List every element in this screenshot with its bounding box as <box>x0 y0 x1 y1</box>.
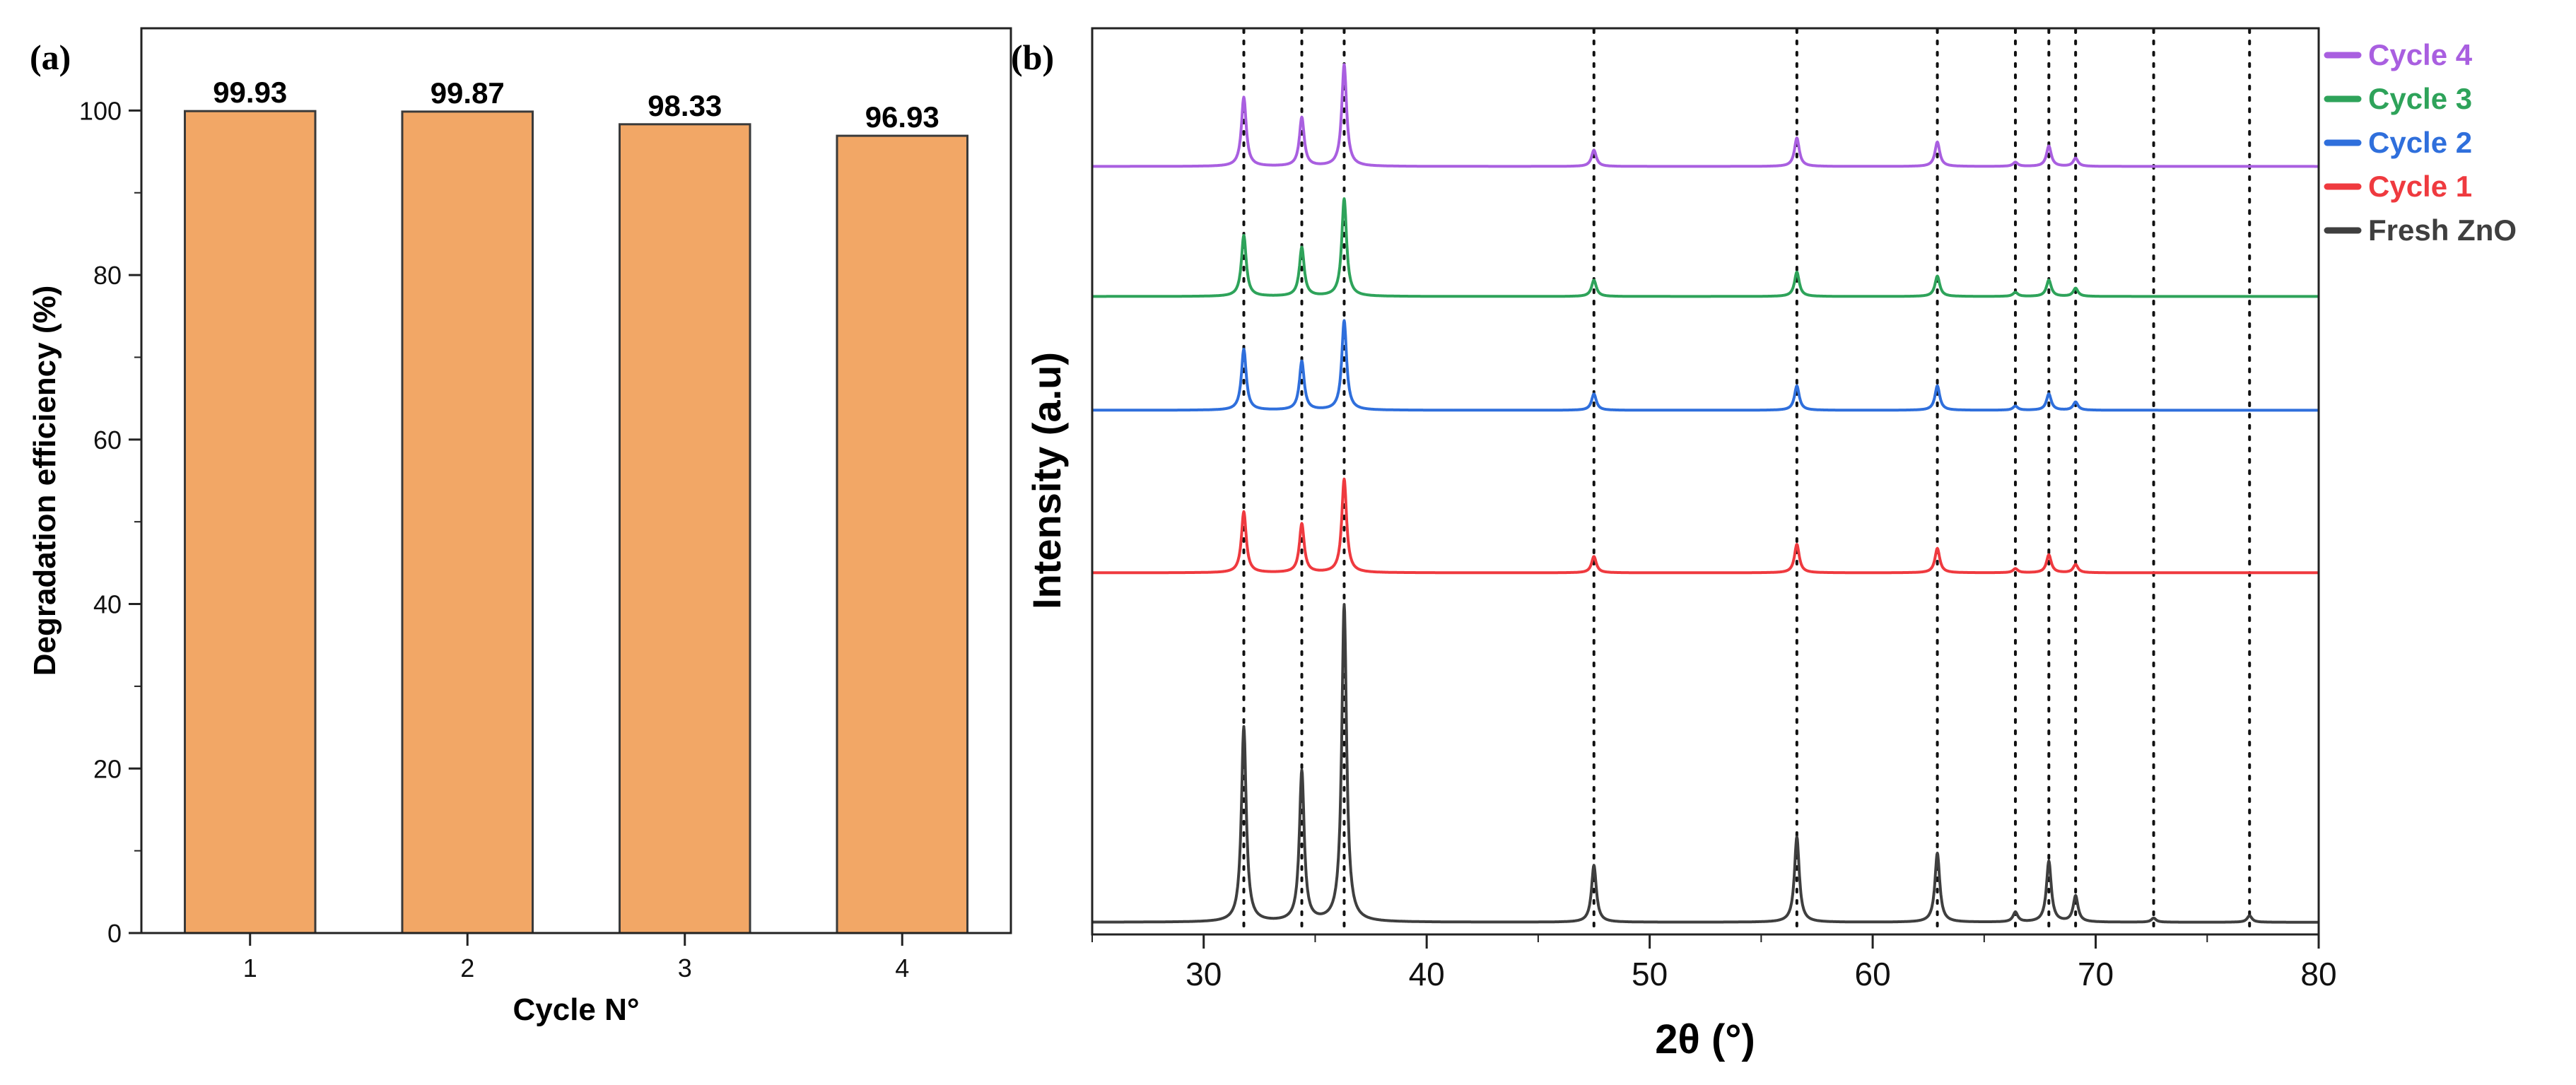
panel-b-letter: (b) <box>1011 37 1054 77</box>
panel-a-bar-cycle-2 <box>401 110 534 934</box>
panel-a-frame <box>140 27 1012 934</box>
panel-a-y-tick-label: 100 <box>79 96 122 125</box>
panel-b-series-cycle-1 <box>1091 477 2320 575</box>
panel-a-bar-chart: (a) 0 20 40 60 80 100 99.93 1 99.87 2 98.33 3 96.93 4… <box>28 27 1012 1027</box>
panel-b-x-tick-label: 50 <box>1632 956 1668 992</box>
panel-a-letter: (a) <box>30 37 71 77</box>
panel-a-bar-cycle-4 <box>836 134 968 934</box>
panel-b-legend-label: Fresh ZnO <box>2368 213 2517 247</box>
panel-b-legend-label: Cycle 3 <box>2368 82 2472 115</box>
panel-a-y-axis-label: Degradation efficiency (%) <box>28 286 62 676</box>
panel-a-y-tick-label: 80 <box>93 261 122 290</box>
panel-a-bar-cycle-3 <box>619 123 751 934</box>
panel-b-x-tick-label: 40 <box>1409 956 1445 992</box>
panel-a-y-tick-label: 40 <box>93 590 122 619</box>
panel-b-series-cycle-2 <box>1091 319 2320 412</box>
panel-a-x-tick-label: 3 <box>678 954 692 983</box>
panel-b-plot-area: 30 40 50 60 70 80 <box>1091 28 2337 992</box>
panel-a-plot-area: 0 20 40 60 80 100 99.93 1 99.87 2 98.33 3 96.93 4 <box>79 76 968 983</box>
panel-a-y-tick-label: 60 <box>93 426 122 454</box>
panel-a-bar-value-label: 99.93 <box>213 76 287 109</box>
panel-a-x-tick-label: 4 <box>895 954 909 983</box>
panel-b-x-tick-label: 70 <box>2078 956 2114 992</box>
panel-a-x-tick-label: 1 <box>243 954 257 983</box>
panel-b-series-fresh-zno <box>1091 603 2320 924</box>
panel-a-bar-cycle-1 <box>184 110 317 934</box>
panel-a-bar-value-label: 96.93 <box>865 100 939 134</box>
panel-b-legend-label: Cycle 2 <box>2368 126 2472 159</box>
panel-b-x-tick-label: 60 <box>1855 956 1891 992</box>
panel-b-x-tick-label: 80 <box>2300 956 2336 992</box>
panel-a-y-tick-label: 0 <box>107 919 122 948</box>
panel-a-y-tick-label: 20 <box>93 754 122 783</box>
panel-b-x-axis-label: 2θ (°) <box>1655 1016 1755 1062</box>
panel-a-bar-value-label: 99.87 <box>431 76 505 110</box>
panel-b-legend: Cycle 4 Cycle 3 Cycle 2 Cycle 1 Fresh ZnO <box>2324 38 2517 247</box>
panel-a-x-tick-label: 2 <box>460 954 474 983</box>
panel-a-x-axis-label: Cycle N° <box>513 992 639 1027</box>
panel-b-y-axis-label: Intensity (a.u) <box>1024 352 1069 609</box>
panel-a-bar-value-label: 98.33 <box>648 89 722 122</box>
panel-b-frame <box>1091 27 2320 936</box>
panel-b-legend-label: Cycle 1 <box>2368 170 2472 203</box>
panel-b-legend-label: Cycle 4 <box>2368 38 2473 71</box>
panel-b-x-tick-label: 30 <box>1185 956 1222 992</box>
panel-b-series-cycle-4 <box>1091 63 2320 168</box>
panel-b-xrd-chart: (b) 30 40 50 60 70 80 Intensity (a.u) 2θ (°) … <box>1011 27 2517 1062</box>
panel-b-series-cycle-3 <box>1091 197 2320 298</box>
